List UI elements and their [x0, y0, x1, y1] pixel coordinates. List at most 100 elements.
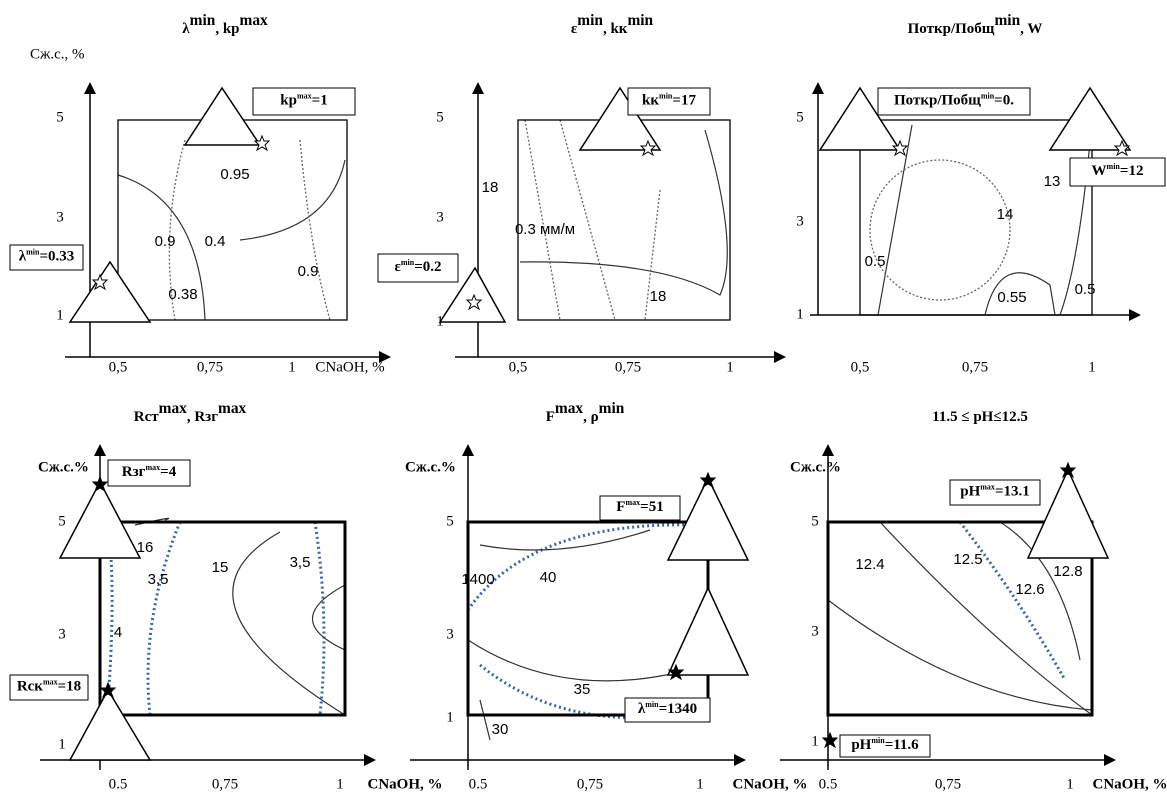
optimum-star: [1059, 461, 1077, 479]
x-tick-label: 0.5: [819, 776, 838, 792]
callout-tail: =4: [160, 464, 177, 480]
y-tick-label: 5: [811, 513, 819, 529]
y-tick-label: 3: [811, 623, 819, 639]
callout-base: F: [616, 499, 625, 515]
x-axis-label: CNaOH, %: [368, 776, 443, 792]
y-tick-label: 3: [446, 626, 454, 642]
panel-title-sup: max: [218, 400, 247, 417]
callout: kpmax=1: [280, 92, 327, 109]
callout-tail: =17: [672, 93, 696, 109]
y-tick-label: 3: [796, 213, 804, 229]
callout-base: W: [1092, 163, 1107, 179]
panel-title: Rстmax, Rзгmax: [134, 400, 247, 425]
panel-title: λmin, kpmax: [182, 12, 268, 37]
contour-label: 1400: [461, 571, 494, 588]
x-tick-label: 0,75: [935, 776, 961, 792]
callout-sup: min: [645, 700, 659, 709]
callout-sup: max: [980, 483, 995, 492]
callout: Rзгmax=4: [122, 463, 177, 480]
callout-base: Поткр/Побщ: [894, 93, 981, 109]
callout-tail: =0.2: [414, 259, 441, 275]
callout-tail: =0.33: [39, 249, 74, 265]
panel-title-base: , kp: [215, 21, 239, 37]
panel-title-sup: min: [994, 12, 1020, 29]
panel-title-base: ε: [571, 21, 578, 37]
y-tick-label: 5: [436, 109, 444, 125]
panel-title-sup: max: [240, 12, 269, 29]
callout-box: [839, 734, 931, 758]
callout-base: pH: [960, 484, 980, 500]
optimum-star: [667, 663, 685, 681]
contour-label: 0.4: [205, 233, 226, 250]
callout: Поткр/Побщmin=0.: [894, 92, 1014, 109]
x-tick-label: 1: [696, 776, 704, 792]
callout-sup: min: [871, 736, 885, 745]
optimum-triangle: [68, 688, 152, 761]
panel-title-base: Поткр/Побщ: [908, 21, 995, 37]
contour-label: 0.95: [220, 166, 249, 183]
optimum-star: [639, 139, 657, 157]
contour-label: 0.5: [865, 253, 886, 270]
callout: εmin=0.2: [394, 258, 441, 275]
y-axis-label: Cж.с., %: [30, 46, 85, 62]
callout-box: [877, 87, 1031, 116]
panel-title: 11.5 ≤ pH≤12.5: [932, 409, 1028, 425]
optimum-triangle: [1048, 86, 1132, 151]
panel-title-base: Rст: [134, 409, 159, 425]
optimum-star: [253, 134, 271, 152]
optimum-triangle: [58, 480, 142, 559]
callout-tail: =18: [58, 679, 82, 695]
optimum-triangle: [666, 476, 750, 561]
callout-box: [624, 697, 711, 723]
callout-tail: =1340: [659, 701, 698, 717]
x-tick-label: 1: [288, 359, 296, 375]
contour-label: 0.9: [298, 263, 319, 280]
y-axis-label: Cж.с.%: [405, 459, 456, 475]
x-tick-label: 0,5: [851, 359, 870, 375]
callout-base: kp: [280, 93, 297, 109]
optimum-triangle: [68, 260, 152, 323]
region-box: [117, 119, 348, 321]
panel-title-base: , Rзг: [187, 409, 218, 425]
y-tick-label: 3: [58, 626, 66, 642]
callout: Fmax=51: [616, 498, 663, 515]
x-tick-label: 0.5: [469, 776, 488, 792]
callout: Rскmax=18: [17, 678, 81, 695]
callout: kкmin=17: [642, 92, 696, 109]
callout-tail: =51: [640, 499, 664, 515]
optimum-triangle: [578, 86, 662, 151]
y-tick-label: 5: [446, 513, 454, 529]
callout-base: pH: [851, 737, 871, 753]
y-tick-label: 5: [56, 109, 64, 125]
callout-box: [949, 479, 1041, 506]
panel-title-sup: min: [627, 12, 653, 29]
panel-title: εmin, kкmin: [571, 12, 654, 37]
callout: Wmin=12: [1092, 162, 1144, 179]
callout-box: [107, 459, 191, 487]
x-tick-label: 0.5: [109, 776, 128, 792]
panel-title: Поткр/Побщmin, W: [908, 12, 1043, 37]
x-tick-label: 0,5: [109, 359, 128, 375]
x-tick-label: 0,75: [577, 776, 603, 792]
contour-label: 0.55: [997, 289, 1026, 306]
callout-box: [599, 495, 681, 521]
contour-label: 35: [574, 681, 591, 698]
panel-title-sup: max: [555, 400, 584, 417]
region-box: [859, 119, 1093, 316]
panel-title-base: , W: [1020, 21, 1042, 37]
x-tick-label: 0,5: [509, 359, 528, 375]
callout-base: Rзг: [122, 464, 146, 480]
optimum-triangle: [438, 266, 507, 323]
optimum-star: [821, 731, 839, 749]
y-axis-label: Cж.с.%: [790, 459, 841, 475]
panel-title: Fmax, ρmin: [546, 400, 625, 425]
panel-title-base: 11.5 ≤ pH≤12.5: [932, 409, 1028, 425]
panel-title-sup: min: [599, 400, 625, 417]
panel-title-base: , ρ: [583, 409, 599, 425]
optimum-triangle: [183, 86, 262, 146]
callout-base: λ: [19, 249, 27, 265]
contour-label: 0.5: [1075, 281, 1096, 298]
panel-title-sup: max: [159, 400, 188, 417]
contour-label: 16: [137, 539, 154, 556]
contour-label: 18: [650, 288, 667, 305]
